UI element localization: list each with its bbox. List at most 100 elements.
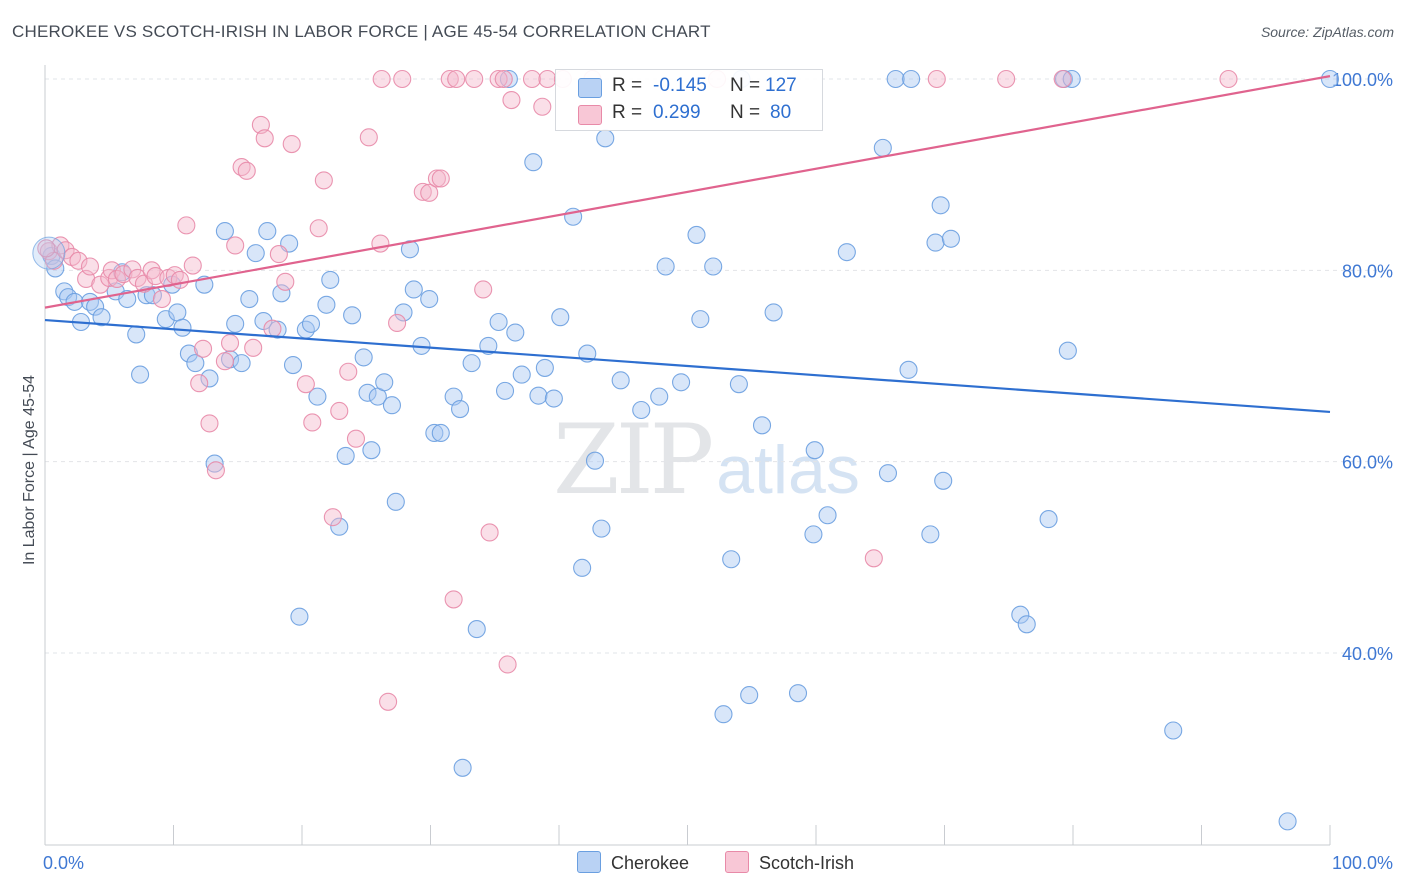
point-cherokee [704,257,723,276]
point-cherokee-cluster [32,236,66,270]
point-cherokee [585,451,605,470]
point-cherokee [573,558,592,577]
point-cherokee [632,400,651,420]
point-cherokee [837,243,856,262]
point-cherokee [899,360,918,379]
watermark-zip: ZIP [553,404,714,516]
trendline-cherokee [44,318,1331,414]
point-cherokee [290,607,309,626]
point-scotch-irish [431,169,450,188]
watermark-atlas: atlas [716,432,860,508]
bottom-legend-label: Scotch-Irish [759,853,855,873]
point-cherokee [451,399,470,419]
point-cherokee [1320,69,1340,89]
point-scotch-irish [440,69,459,89]
legend-n-label: N = [730,102,761,123]
x-tick-label: 0.0% [43,853,84,873]
point-cherokee [1164,721,1183,740]
point-cherokee [1017,615,1036,634]
point-scotch-irish [314,171,333,190]
point-scotch-irish [323,508,342,527]
point-cherokee [722,550,741,569]
point-cherokee [173,318,192,337]
point-scotch-irish [1219,69,1238,89]
point-scotch-irish [263,319,282,338]
point-cherokee [283,355,303,375]
y-tick-label: 100.0% [1332,70,1393,90]
point-scotch-irish [269,245,288,264]
point-cherokee [425,423,444,443]
point-scotch-irish [190,374,209,393]
point-cherokee [886,69,905,89]
point-scotch-irish [420,183,439,202]
point-cherokee [226,314,245,333]
point-scotch-irish [237,161,256,180]
point-scotch-irish [123,260,142,279]
point-cherokee [362,441,381,460]
legend-r-value: 0.299 [653,102,701,123]
point-cherokee [205,454,224,473]
point-scotch-irish [502,90,521,110]
point-scotch-irish [102,261,121,280]
chart-title: CHEROKEE VS SCOTCH-IRISH IN LABOR FORCE … [12,22,711,41]
point-cherokee [308,387,327,406]
watermark: ZIPatlas [553,404,860,516]
point-cherokee [592,519,611,538]
point-scotch-irish [309,219,328,238]
point-cherokee [512,365,531,384]
point-scotch-irish [388,313,407,333]
point-scotch-irish [997,69,1016,89]
point-cherokee [354,348,373,367]
point-cherokee [46,259,65,278]
legend-swatch-scotch-irish [578,105,602,125]
point-scotch-irish [177,216,196,235]
point-cherokee [386,492,405,511]
point-cherokee [394,303,413,322]
point-cherokee [752,416,772,435]
legend-r-label: R = [612,75,643,96]
point-cherokee [321,270,340,289]
point-cherokee [1039,510,1058,529]
point-cherokee [246,244,265,263]
bottom-legend-scotch-irish: Scotch-Irish [725,851,854,874]
legend-r-label: R = [612,102,643,123]
point-scotch-irish [194,339,213,358]
point-cherokee [200,369,219,388]
point-scotch-irish [114,265,133,284]
point-cherokee [764,303,783,322]
point-scotch-irish [927,69,946,89]
point-scotch-irish [346,429,366,448]
point-scotch-irish [251,115,270,134]
point-cherokee [240,289,259,309]
point-cherokee [336,446,355,465]
y-tick-label: 40.0% [1342,644,1393,664]
point-scotch-irish [170,270,189,289]
point-scotch-irish [56,241,75,260]
point-scotch-irish [226,236,245,255]
point-scotch-irish [533,97,552,116]
point-cherokee [941,229,960,248]
point-cherokee [375,373,394,392]
point-scotch-irish [413,182,432,201]
point-scotch-irish [372,69,391,89]
point-scotch-irish [220,333,240,353]
point-cherokee [551,308,570,327]
point-scotch-irish [215,352,234,371]
point-cherokee [186,354,205,373]
point-cherokee [687,225,706,244]
point-scotch-irish [447,69,466,89]
point-cherokee [740,686,759,705]
point-cherokee [179,344,198,363]
point-cherokee [878,464,898,483]
point-cherokee [805,441,824,460]
y-tick-label: 80.0% [1342,261,1393,281]
bottom-swatch-cherokee [577,851,601,873]
point-cherokee [168,303,187,322]
point-cherokee [931,196,950,215]
point-scotch-irish [282,135,301,154]
point-scotch-irish [152,289,171,309]
point-scotch-irish [80,257,100,276]
point-scotch-irish [444,590,463,609]
point-cherokee [1278,812,1297,831]
